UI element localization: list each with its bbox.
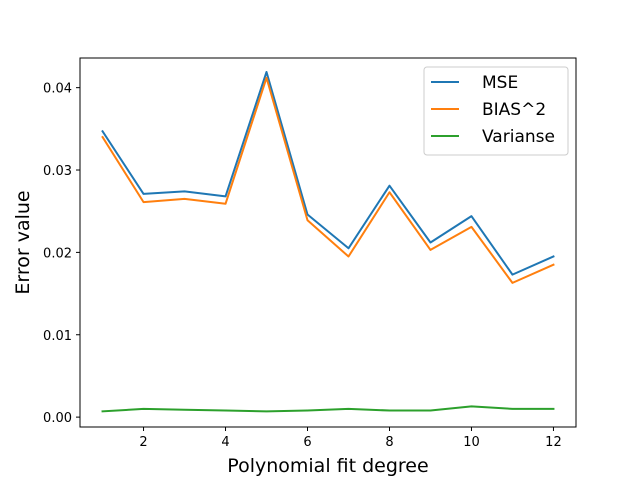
x-tick-label: 6 [303, 435, 311, 450]
legend-box [423, 66, 569, 156]
y-axis-label: Error value [12, 190, 34, 294]
plot-area-frame [79, 57, 577, 428]
y-tick-label: 0.00 [43, 411, 72, 426]
x-tick-label: 12 [545, 435, 562, 450]
y-tick-label: 0.02 [43, 246, 72, 261]
y-tick-label: 0.01 [43, 329, 72, 344]
x-axis-ticks: 2 4 6 8 10 12 [139, 427, 562, 450]
legend: MSE BIAS^2 Varianse [423, 66, 569, 156]
legend-label: MSE [482, 73, 518, 93]
series-line-1 [101, 71, 555, 276]
y-tick-label: 0.04 [43, 82, 72, 97]
series-layer [101, 71, 555, 413]
series-line-2 [101, 76, 555, 284]
x-tick-label: 2 [139, 435, 147, 450]
x-axis-label: Polynomial fit degree [227, 455, 428, 477]
y-tick-label: 0.03 [43, 164, 72, 179]
y-axis-ticks: 0.00 0.01 0.02 0.03 0.04 [43, 82, 80, 426]
legend-label: BIAS^2 [482, 100, 546, 120]
x-tick-label: 10 [463, 435, 480, 450]
x-tick-label: 4 [221, 435, 229, 450]
series-line-3 [101, 405, 555, 413]
x-tick-label: 8 [385, 435, 393, 450]
legend-label: Varianse [482, 127, 555, 147]
